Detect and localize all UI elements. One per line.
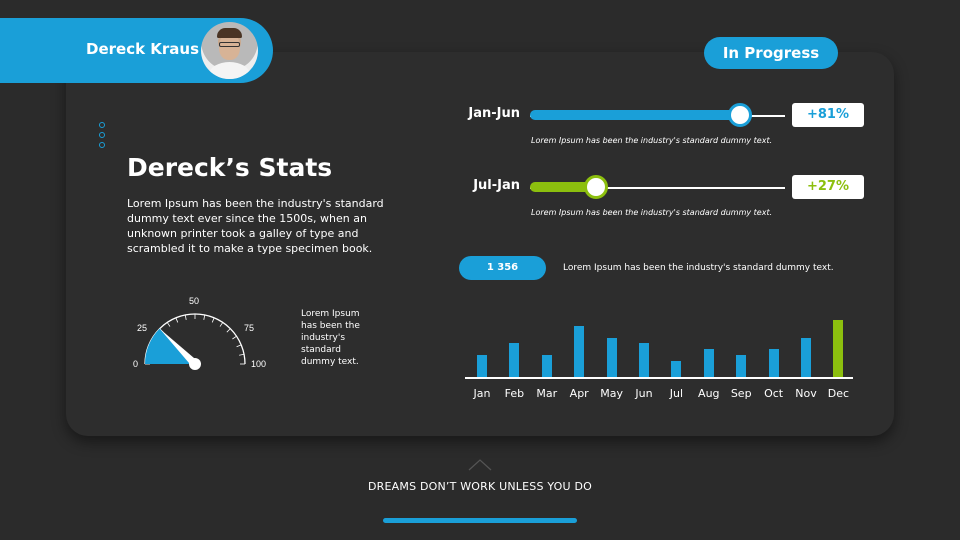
range-jul-jan: Jul-Jan +27% Lorem Ipsum has been the in…	[440, 175, 870, 217]
footer-accent-bar	[383, 518, 577, 523]
x-axis-label: Sep	[730, 387, 752, 400]
x-axis-label: Jun	[635, 387, 653, 400]
range-caption: Lorem Ipsum has been the industry's stan…	[531, 208, 773, 217]
bar-dec	[833, 320, 844, 377]
bar-jan	[477, 355, 487, 377]
range-caption: Lorem Ipsum has been the industry's stan…	[531, 136, 773, 145]
gauge-tick-75: 75	[244, 323, 254, 333]
gauge-chart: 0 25 50 75 100	[133, 296, 266, 370]
bar-oct	[768, 349, 779, 377]
bar-may	[606, 338, 617, 377]
count-badge: 1 356	[459, 256, 546, 280]
avatar	[201, 22, 258, 79]
range-label: Jan-Jun	[468, 106, 520, 121]
bar-sep	[736, 355, 747, 377]
status-badge[interactable]: In Progress	[704, 37, 838, 69]
slider-handle[interactable]	[584, 175, 608, 199]
bar-apr	[574, 326, 585, 377]
page-title: Dereck’s Stats	[127, 153, 333, 182]
x-axis-label: Jul	[669, 387, 684, 400]
percent-badge: +81%	[792, 103, 864, 127]
gauge-tick-50: 50	[189, 296, 199, 306]
x-axis-label: Dec	[827, 387, 850, 400]
count-caption: Lorem Ipsum has been the industry's stan…	[563, 263, 834, 273]
slider-handle[interactable]	[728, 103, 752, 127]
slider-fill	[530, 182, 594, 192]
bar-jul	[671, 361, 682, 377]
x-axis-label: Feb	[504, 387, 525, 400]
chart-axis	[465, 377, 853, 379]
x-axis-label: Nov	[795, 387, 817, 400]
percent-badge: +27%	[792, 175, 864, 199]
dots-icon	[99, 122, 105, 152]
chevron-up-icon[interactable]	[468, 459, 492, 471]
range-jan-jun: Jan-Jun +81% Lorem Ipsum has been the in…	[440, 103, 870, 145]
bar-aug	[703, 349, 714, 377]
gauge-tick-100: 100	[251, 359, 266, 369]
bar-jun	[639, 343, 649, 377]
gauge-tick-25: 25	[137, 323, 147, 333]
x-axis-label: Aug	[698, 387, 720, 400]
x-axis-label: May	[600, 387, 623, 400]
stats-description: Lorem Ipsum has been the industry's stan…	[127, 197, 384, 255]
bar-nov	[801, 338, 811, 377]
gauge-note: Lorem Ipsum has been the industry's stan…	[301, 309, 360, 367]
range-label: Jul-Jan	[473, 178, 520, 193]
x-axis-label: Apr	[569, 387, 589, 400]
footer-quote: DREAMS DON’T WORK UNLESS YOU DO	[368, 480, 592, 493]
slider-fill	[530, 110, 740, 120]
x-axis-label: Oct	[764, 387, 784, 400]
bar-mar	[541, 355, 552, 377]
bar-feb	[509, 343, 520, 377]
slider-track	[530, 187, 785, 189]
user-name: Dereck Kraus	[86, 40, 200, 58]
gauge-tick-0: 0	[133, 359, 138, 369]
x-axis-label: Mar	[536, 387, 558, 400]
x-axis-label: Jan	[473, 387, 491, 400]
monthly-bar-chart: Jan Feb Mar Apr May Jun Jul Aug Sep Oct Nov Dec	[465, 300, 853, 405]
